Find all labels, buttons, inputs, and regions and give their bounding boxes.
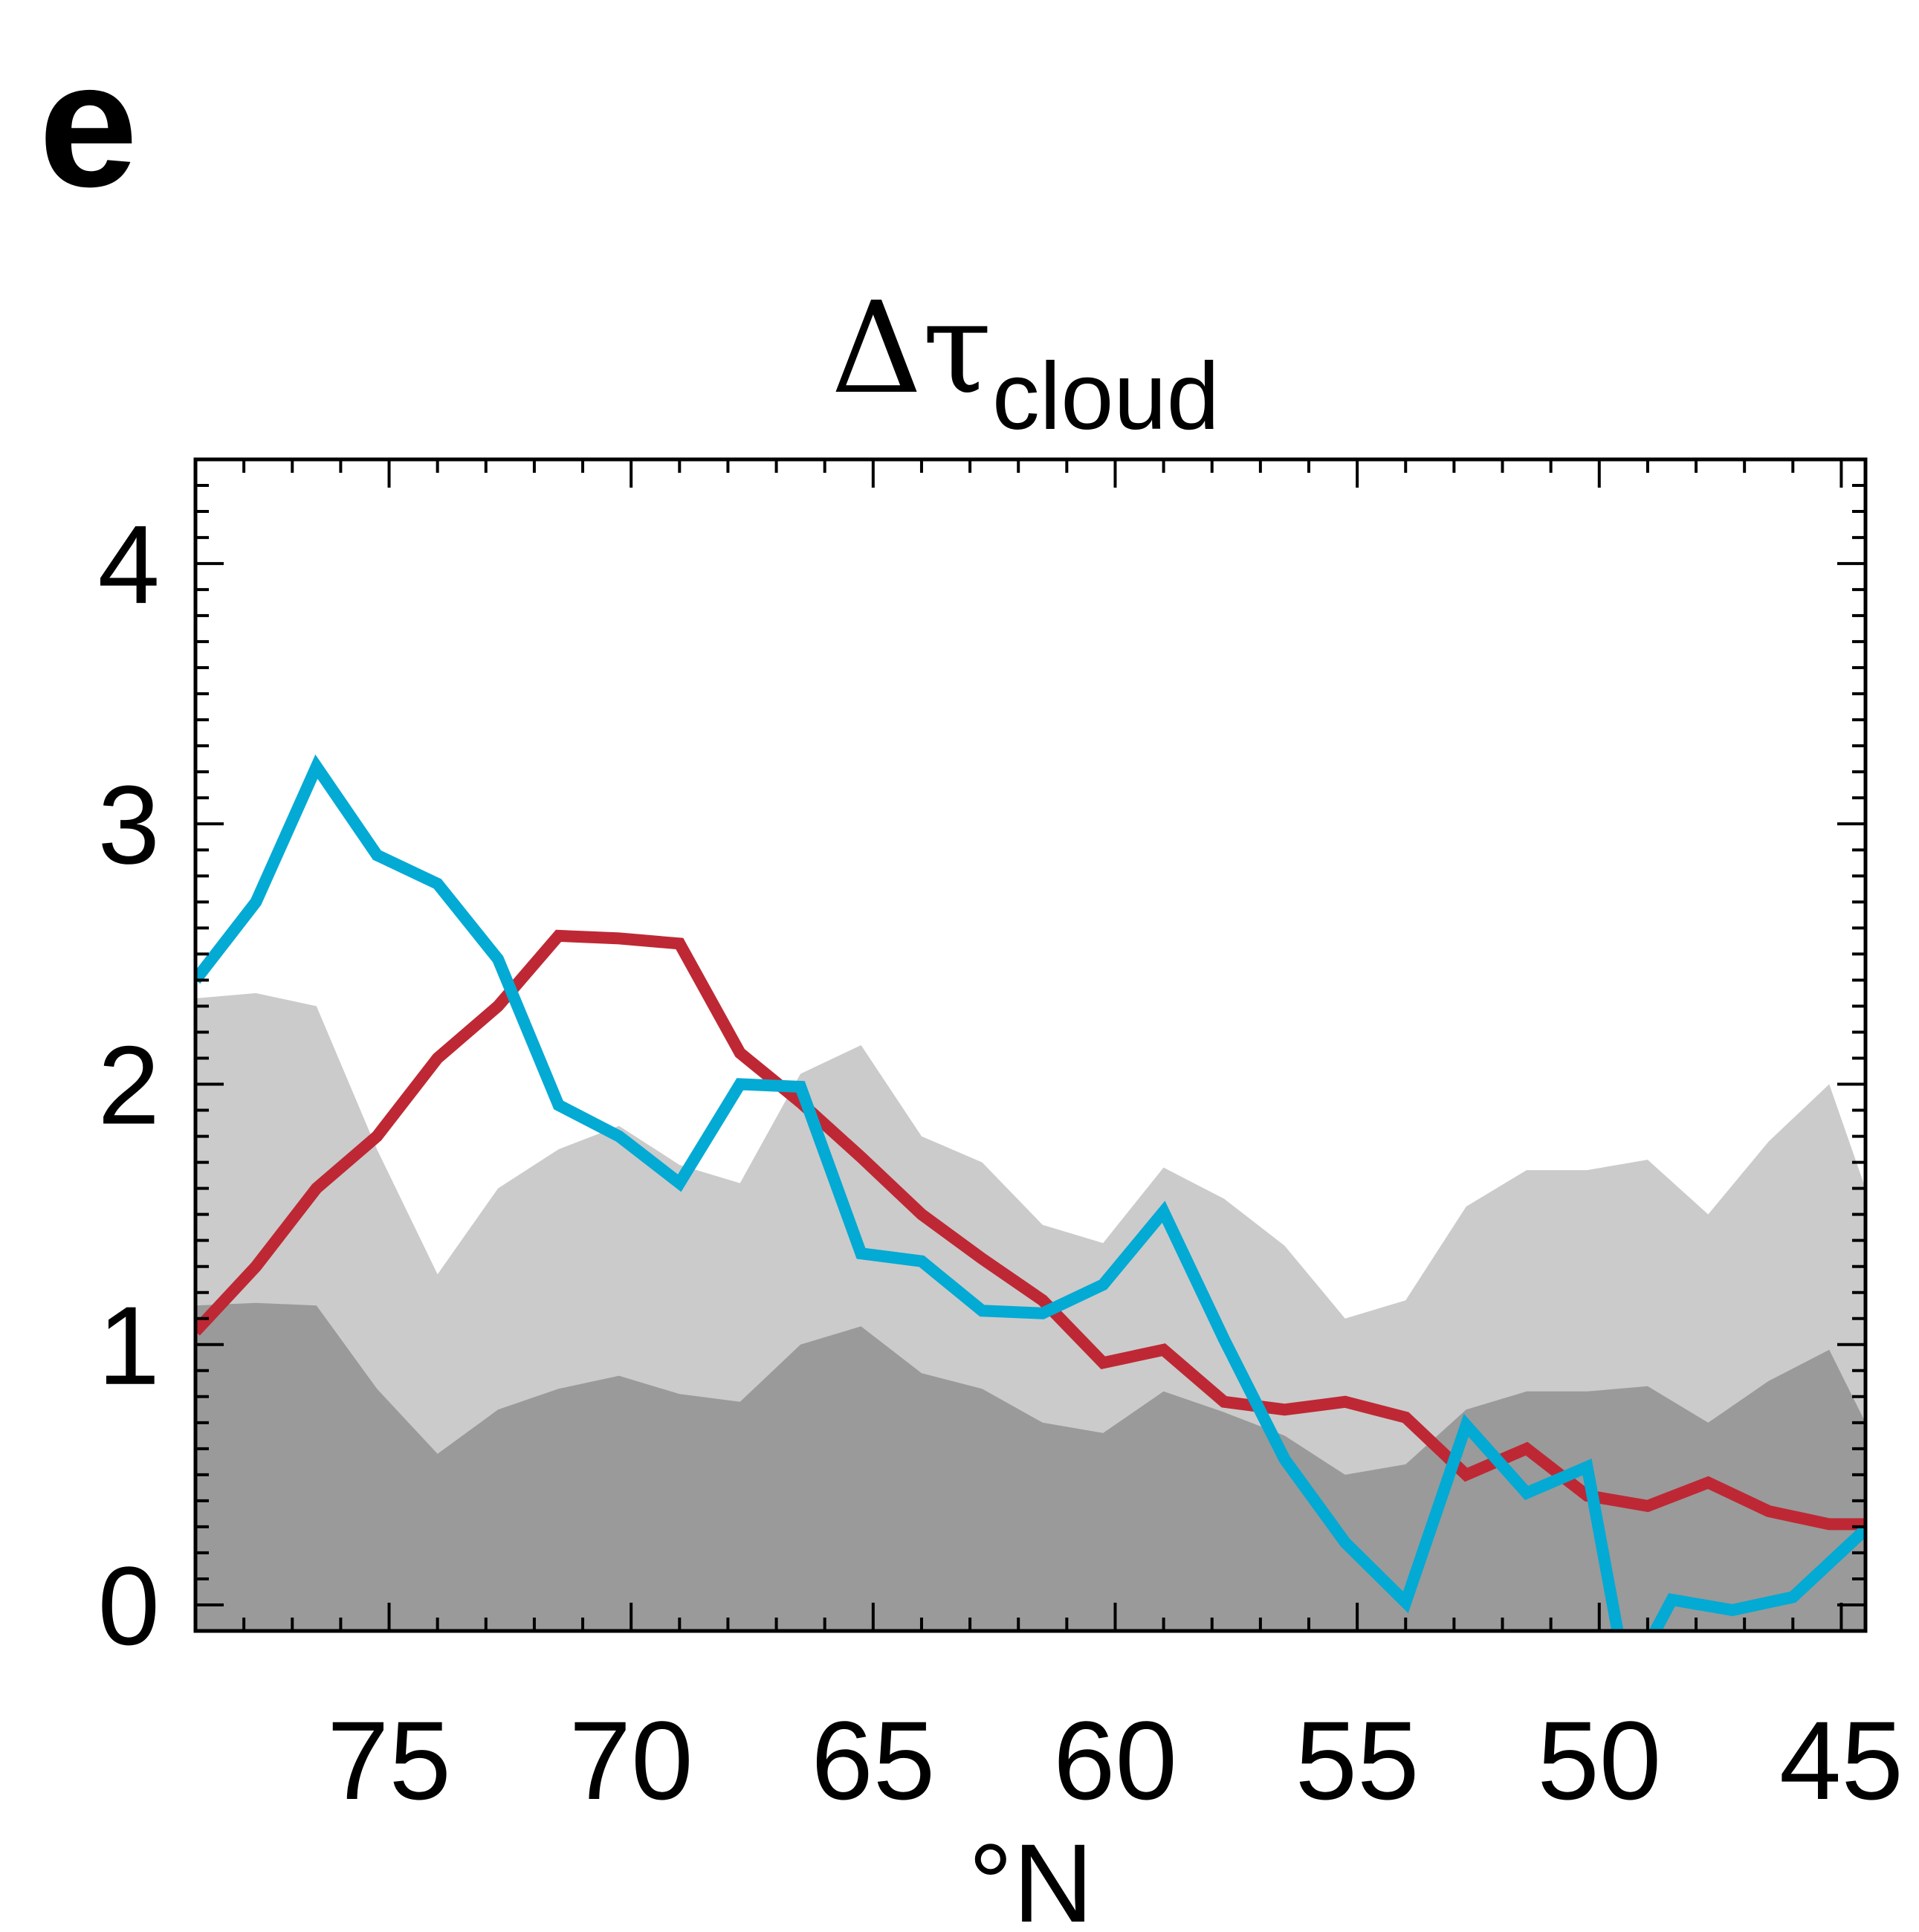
x-tick-labels: 75 70 65 60 55 50 45 [327, 1698, 1903, 1823]
x-tick-label: 60 [1053, 1698, 1177, 1823]
y-tick-label: 4 [98, 502, 160, 627]
x-tick-label: 55 [1295, 1698, 1420, 1823]
series-line-1 [195, 929, 1865, 1531]
chart-title: Δτcloud [831, 275, 1220, 450]
series-line-2 [195, 754, 1865, 1631]
panel-label: e [39, 25, 137, 224]
x-tick-label: 45 [1779, 1698, 1903, 1823]
x-tick-label: 65 [811, 1698, 935, 1823]
y-tick-labels: 0 1 2 3 4 [98, 502, 160, 1668]
y-tick-label: 2 [98, 1023, 160, 1148]
y-tick-label: 1 [98, 1283, 160, 1408]
band-area-2 [195, 1302, 1865, 1631]
plot-frame [193, 457, 1868, 1633]
x-tick-label: 50 [1537, 1698, 1661, 1823]
chart-title-subscript: cloud [992, 343, 1220, 450]
y-tick-label: 0 [98, 1543, 160, 1668]
y-tick-label: 3 [98, 762, 160, 887]
chart-title-main: Δτ [831, 275, 992, 422]
x-tick-label: 75 [327, 1698, 451, 1823]
data-series [195, 754, 1865, 1631]
x-axis-label: °N [968, 1820, 1093, 1932]
x-tick-label: 70 [569, 1698, 693, 1823]
